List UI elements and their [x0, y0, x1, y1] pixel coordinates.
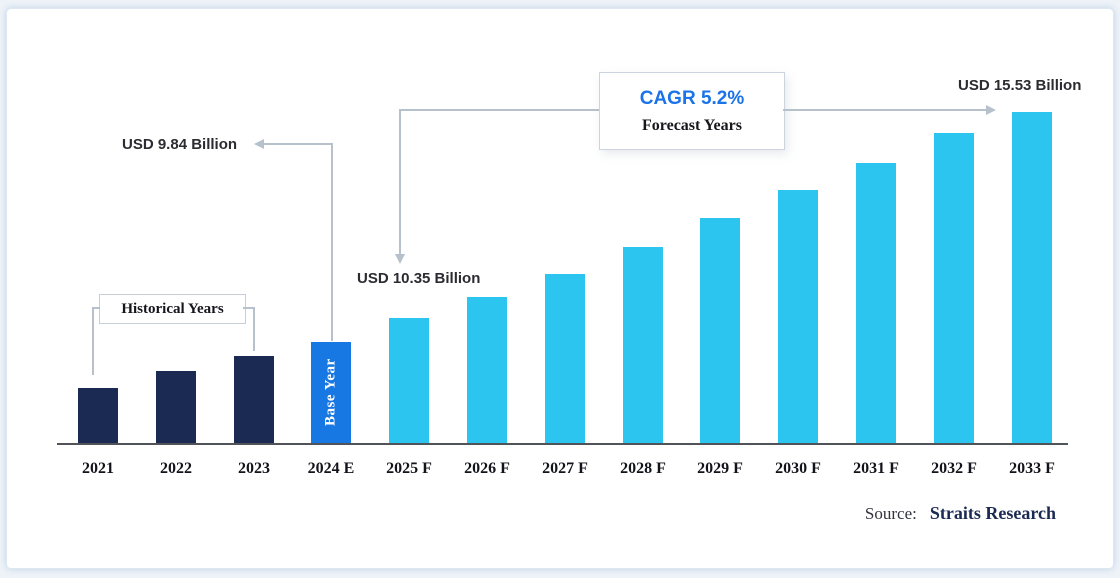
bar-2029-f [700, 218, 740, 443]
x-axis-line [57, 443, 1068, 445]
historical-bracket-left-stub [92, 307, 100, 309]
x-axis-label-2021: 2021 [82, 460, 114, 477]
x-axis-label-2029-f: 2029 F [697, 460, 743, 477]
bar-2028-f [623, 247, 663, 443]
base-year-bar-label: Base Year [322, 358, 339, 427]
forecast-start-value-label: USD 10.35 Billion [357, 270, 481, 287]
bar-2026-f [467, 297, 507, 443]
x-axis-label-2025-f: 2025 F [386, 460, 432, 477]
cagr-box: CAGR 5.2% Forecast Years [599, 72, 785, 150]
x-axis-label-2024-e: 2024 E [307, 460, 355, 477]
historical-bracket-right-line [253, 307, 255, 351]
x-axis-label-2022: 2022 [160, 460, 192, 477]
bar-2023 [234, 356, 274, 443]
x-axis-label-2026-f: 2026 F [464, 460, 510, 477]
left-arrowhead-icon [254, 139, 264, 149]
bar-2024-e: Base Year [311, 342, 351, 443]
cagr-label: CAGR 5.2% [639, 87, 745, 109]
historical-bracket-right-stub [243, 307, 255, 309]
down-arrowhead-icon [395, 254, 405, 264]
bar-2032-f [934, 133, 974, 443]
forecast-start-callout-vline [399, 109, 401, 254]
forecast-years-label: Forecast Years [642, 116, 742, 134]
base-year-callout-vline [331, 143, 333, 341]
x-axis-label-2033-f: 2033 F [1009, 460, 1055, 477]
x-axis-label-2028-f: 2028 F [620, 460, 666, 477]
source-row: Source: Straits Research [865, 503, 1056, 524]
historical-years-label: Historical Years [121, 300, 224, 317]
cagr-left-hline [399, 109, 599, 111]
source-name: Straits Research [929, 503, 1056, 523]
x-axis-label-2030-f: 2030 F [775, 460, 821, 477]
source-prefix: Source: [864, 504, 917, 523]
forecast-end-value-label: USD 15.53 Billion [958, 77, 1082, 94]
x-axis-label-2023: 2023 [238, 460, 270, 477]
base-year-value-label: USD 9.84 Billion [122, 136, 238, 153]
bar-2027-f [545, 274, 585, 443]
base-year-callout-hline [263, 143, 332, 145]
historical-bracket-left-line [92, 307, 94, 375]
x-axis-label-2032-f: 2032 F [931, 460, 977, 477]
right-arrowhead-icon [986, 105, 996, 115]
x-axis-label-2027-f: 2027 F [542, 460, 588, 477]
bar-2021 [78, 388, 118, 443]
historical-years-box: Historical Years [99, 294, 246, 324]
bar-2025-f [389, 318, 429, 443]
bar-2033-f [1012, 112, 1052, 443]
x-axis-label-2031-f: 2031 F [853, 460, 899, 477]
bar-2022 [156, 371, 196, 443]
bar-2031-f [856, 163, 896, 443]
cagr-right-hline [783, 109, 986, 111]
bar-2030-f [778, 190, 818, 443]
